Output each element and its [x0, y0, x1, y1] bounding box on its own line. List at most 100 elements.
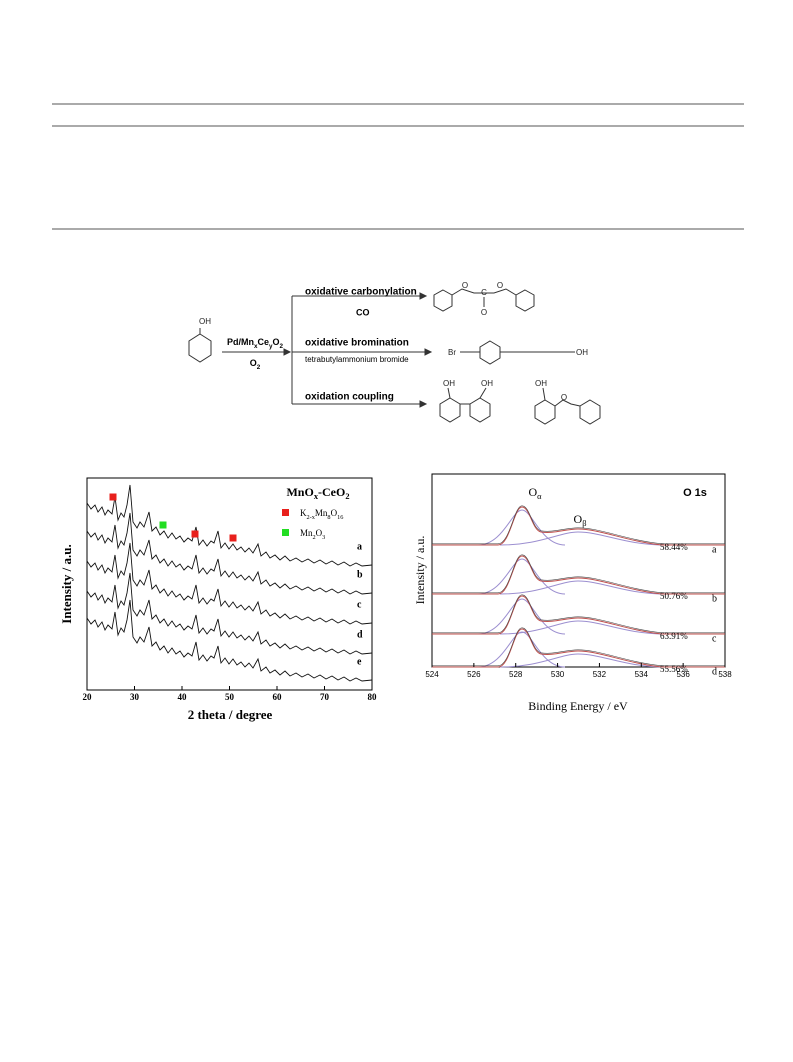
envelope-fit — [431, 555, 726, 595]
trace-label: b — [712, 593, 717, 604]
legend-label-part: O — [331, 508, 338, 518]
legend-label-part: 3 — [322, 534, 325, 541]
legend-label-part: Mn — [315, 508, 328, 518]
legend-label: K2-xMn8O16 — [300, 508, 343, 521]
xrd-trace — [86, 512, 373, 595]
component-peak — [499, 620, 666, 635]
catalyst-part: y — [269, 343, 273, 350]
atom-label: C — [481, 288, 487, 297]
xrd-trace — [86, 542, 373, 625]
peak-label: Oβ — [574, 512, 587, 529]
phase-marker — [191, 530, 199, 538]
legend-label-part: O — [316, 528, 323, 538]
reaction-name: oxidative carbonylation — [305, 287, 417, 298]
x-tick-label: 526 — [467, 670, 481, 679]
x-tick-label: 534 — [635, 670, 649, 679]
x-tick-label: 80 — [368, 692, 378, 702]
reaction-name: oxidation coupling — [305, 392, 394, 403]
peak-label-part: O — [528, 485, 537, 499]
x-tick-label: 532 — [593, 670, 607, 679]
legend-label-part: Mn — [300, 528, 313, 538]
percentage: 58.44% — [660, 542, 688, 552]
component-peak — [499, 653, 666, 668]
x-tick-label: 524 — [425, 670, 439, 679]
x-axis-label: Binding Energy / eV — [528, 699, 628, 713]
catalyst-part: O — [273, 337, 280, 347]
component-peak — [499, 580, 666, 595]
atom-label: O — [497, 281, 503, 290]
envelope-fit — [431, 595, 726, 635]
trace-label: c — [357, 599, 362, 610]
x-axis-label: 2 theta / degree — [188, 707, 273, 722]
component-peak — [477, 558, 566, 595]
percentage: 50.76% — [660, 591, 688, 601]
phase-marker — [159, 521, 167, 529]
legend-title-part: x — [314, 492, 319, 501]
legend-label-part: 16 — [337, 514, 343, 521]
phase-marker — [229, 534, 237, 542]
peak-label-part: O — [574, 512, 583, 526]
legend-label-part: K — [300, 508, 307, 518]
reaction-condition: tetrabutylammonium bromide — [305, 355, 409, 364]
legend-label-part: 8 — [327, 514, 330, 521]
component-peak — [477, 509, 566, 546]
component-peak — [477, 631, 566, 668]
x-tick-label: 538 — [718, 670, 732, 679]
atom-label: O — [462, 281, 468, 290]
catalyst-part: x — [254, 343, 258, 350]
x-tick-label: 30 — [130, 692, 140, 702]
percentage: 55.56% — [660, 664, 688, 674]
trace-label: a — [712, 544, 717, 555]
x-tick-label: 50 — [225, 692, 235, 702]
xrd-frame — [86, 477, 373, 691]
catalyst-part: Pd/Mn — [227, 337, 254, 347]
x-tick-label: 40 — [178, 692, 188, 702]
atom-label: O — [561, 393, 567, 402]
oxidant-part: 2 — [257, 364, 261, 371]
table-rules — [52, 103, 744, 230]
peak-label-part: β — [582, 519, 586, 528]
y-axis-label: Intensity / a.u. — [413, 536, 427, 605]
atom-label: OH — [535, 379, 547, 388]
xps-curves — [431, 505, 726, 668]
x-tick-label: 530 — [551, 670, 565, 679]
legend-label: Mn2O3 — [300, 528, 325, 541]
y-axis-label: Intensity / a.u. — [59, 544, 74, 623]
x-tick-label: 60 — [273, 692, 283, 702]
x-tick-label: 70 — [320, 692, 330, 702]
catalyst-part: 2 — [280, 343, 284, 350]
reaction-name: oxidative bromination — [305, 338, 409, 349]
atom-label: OH — [481, 379, 493, 388]
panel-title: O 1s — [683, 487, 707, 499]
peak-label: Oα — [528, 485, 542, 502]
legend-title-part: 2 — [345, 492, 349, 501]
trace-label: d — [357, 629, 363, 640]
reaction-condition: CO — [356, 307, 370, 317]
catalyst-part: Ce — [257, 337, 269, 347]
x-tick-label: 20 — [83, 692, 93, 702]
catalyst: Pd/MnxCeyO2 — [227, 337, 284, 350]
component-peak — [499, 531, 666, 546]
xps-frame — [431, 473, 726, 668]
legend-swatch — [282, 529, 289, 536]
percentage: 63.91% — [660, 631, 688, 641]
trace-label: a — [357, 541, 362, 552]
xrd-trace — [86, 572, 373, 655]
xrd-trace — [86, 599, 373, 682]
trace-label: b — [357, 569, 363, 580]
legend-swatch — [282, 509, 289, 516]
legend-label-part: 2 — [313, 534, 316, 541]
scheme-drawing — [188, 288, 601, 425]
trace-label: d — [712, 666, 717, 677]
raw-spectrum — [431, 554, 726, 594]
x-tick-label: 536 — [676, 670, 690, 679]
trace-label: e — [357, 656, 362, 667]
legend-label-part: 2-x — [307, 514, 316, 521]
atom-label: Br — [448, 348, 456, 357]
atom-label: OH — [576, 348, 588, 357]
atom-label: O — [481, 308, 487, 317]
legend-title: MnOx-CeO2 — [286, 485, 349, 502]
peak-label-part: α — [537, 492, 542, 501]
